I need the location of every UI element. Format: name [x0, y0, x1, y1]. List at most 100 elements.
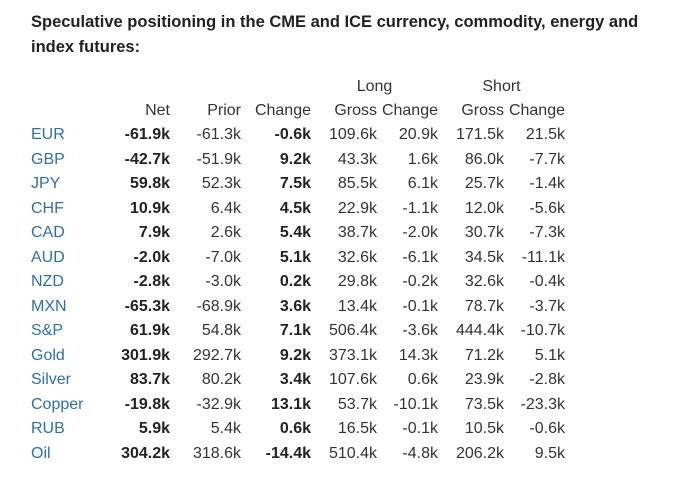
table-row: MXN -65.3k -68.9k 3.6k 13.4k -0.1k 78.7k -3.7k	[24, 295, 565, 320]
cell-change: 7.1k	[279, 322, 311, 340]
table-row: JPY 59.8k 52.3k 7.5k 85.5k 6.1k 25.7k -1.4k	[24, 172, 565, 197]
row-label: RUB	[31, 420, 65, 438]
cell-net: -42.7k	[124, 150, 170, 168]
cell-long-change: -0.2k	[402, 273, 438, 291]
row-label: GBP	[31, 150, 65, 168]
cell-change: -14.4k	[265, 444, 311, 462]
cell-long-gross: 373.1k	[328, 346, 377, 364]
table-row: RUB 5.9k 5.4k 0.6k 16.5k -0.1k 10.5k -0.6k	[24, 417, 565, 442]
row-label: Silver	[31, 371, 72, 389]
table-row: Copper -19.8k -32.9k 13.1k 53.7k -10.1k 73.5k -…	[24, 393, 565, 418]
cell-short-change: -10.7k	[520, 322, 565, 340]
table-row: Silver 83.7k 80.2k 3.4k 107.6k 0.6k 23.9k -2.8k	[24, 368, 565, 393]
cell-net: 5.9k	[138, 420, 170, 438]
cell-long-change: 20.9k	[398, 126, 438, 144]
column-header-row: Net Prior Change Gross Change Gross Chan…	[24, 99, 565, 123]
cell-change: 4.5k	[279, 199, 311, 217]
row-label: JPY	[31, 175, 61, 193]
cell-short-change: -7.3k	[529, 224, 565, 242]
cell-short-change: -5.6k	[529, 199, 565, 217]
table-row: S&P 61.9k 54.8k 7.1k 506.4k -3.6k 444.4k -10.7k	[24, 319, 565, 344]
cell-long-gross: 107.6k	[328, 371, 377, 389]
cell-short-change: -11.1k	[521, 248, 565, 266]
group-header-row: Long Short	[24, 74, 565, 99]
cell-change: 0.2k	[279, 273, 311, 291]
cell-long-gross: 109.6k	[328, 126, 377, 144]
cell-prior: 54.8k	[201, 322, 241, 340]
cell-long-change: -1.1k	[402, 199, 438, 217]
cell-prior: -3.0k	[205, 273, 241, 291]
cell-long-gross: 38.7k	[337, 224, 377, 242]
cell-prior: 2.6k	[210, 224, 241, 242]
row-label: CHF	[31, 199, 64, 217]
column-header-long-change: Change	[381, 102, 438, 119]
cell-net: 10.9k	[129, 199, 170, 217]
cell-long-gross: 53.7k	[337, 395, 377, 413]
cell-long-change: 1.6k	[407, 150, 438, 168]
cell-change: 5.4k	[279, 224, 311, 242]
cell-net: 59.8k	[129, 175, 170, 193]
cell-net: -2.0k	[133, 248, 170, 266]
cell-change: -0.6k	[274, 126, 311, 144]
cell-prior: 52.3k	[201, 175, 241, 193]
cell-short-gross: 444.4k	[455, 322, 504, 340]
column-header-prior: Prior	[207, 102, 241, 119]
cell-net: -61.9k	[124, 126, 170, 144]
table-row: AUD -2.0k -7.0k 5.1k 32.6k -6.1k 34.5k -11.1k	[24, 246, 565, 271]
cell-change: 9.2k	[279, 150, 311, 168]
cell-prior: -51.9k	[196, 150, 241, 168]
cell-net: 304.2k	[121, 444, 170, 462]
cell-change: 5.1k	[279, 248, 311, 266]
table-row: CAD 7.9k 2.6k 5.4k 38.7k -2.0k 30.7k -7.3k	[24, 221, 565, 246]
cell-change: 7.5k	[279, 175, 311, 193]
row-label: EUR	[31, 126, 65, 144]
cell-short-change: 9.5k	[534, 444, 565, 462]
cell-long-change: -6.1k	[402, 248, 438, 266]
cell-long-change: 0.6k	[407, 371, 438, 389]
cell-change: 0.6k	[279, 420, 311, 438]
cell-long-change: 6.1k	[407, 175, 438, 193]
cell-short-gross: 206.2k	[455, 444, 504, 462]
table-row: GBP -42.7k -51.9k 9.2k 43.3k 1.6k 86.0k -7.7k	[24, 148, 565, 173]
cell-short-gross: 12.0k	[464, 199, 504, 217]
cell-short-gross: 30.7k	[464, 224, 504, 242]
cell-long-change: -2.0k	[402, 224, 438, 242]
cell-long-gross: 32.6k	[337, 248, 377, 266]
row-label: Copper	[31, 395, 84, 413]
row-label: NZD	[31, 273, 64, 291]
column-header-change: Change	[254, 102, 311, 119]
cell-short-gross: 73.5k	[464, 395, 504, 413]
cell-short-gross: 71.2k	[464, 346, 504, 364]
cell-short-gross: 34.5k	[464, 248, 504, 266]
table-row: CHF 10.9k 6.4k 4.5k 22.9k -1.1k 12.0k -5.6k	[24, 197, 565, 222]
cell-short-change: -0.4k	[529, 273, 565, 291]
cell-short-gross: 23.9k	[464, 371, 504, 389]
row-label: CAD	[31, 224, 65, 242]
column-header-short-change: Change	[508, 102, 565, 119]
cell-long-change: -10.1k	[393, 395, 438, 413]
row-label: S&P	[31, 322, 64, 340]
cell-prior: -32.9k	[196, 395, 241, 413]
group-header-short: Short	[482, 77, 521, 95]
cell-change: 3.4k	[279, 371, 311, 389]
cell-short-change: -3.7k	[529, 297, 565, 315]
row-label: MXN	[31, 297, 67, 315]
row-label: Oil	[31, 444, 51, 462]
cell-short-change: 5.1k	[534, 346, 565, 364]
table-row: Oil 304.2k 318.6k -14.4k 510.4k -4.8k 206.2k 9.…	[24, 442, 565, 467]
column-header-long-gross: Gross	[334, 102, 377, 119]
cell-short-change: -0.6k	[529, 420, 565, 438]
cell-long-change: 14.3k	[398, 346, 438, 364]
cell-prior: -68.9k	[196, 297, 241, 315]
cell-prior: 5.4k	[210, 420, 241, 438]
cell-long-change: -4.8k	[402, 444, 438, 462]
cell-net: 61.9k	[129, 322, 170, 340]
cell-net: -2.8k	[133, 273, 170, 291]
cell-short-change: -1.4k	[529, 175, 565, 193]
column-header-net: Net	[145, 102, 170, 119]
cell-short-gross: 86.0k	[464, 150, 504, 168]
row-label: Gold	[31, 346, 65, 364]
cell-long-gross: 16.5k	[337, 420, 377, 438]
cell-prior: -7.0k	[205, 248, 241, 266]
cell-net: 83.7k	[129, 371, 170, 389]
